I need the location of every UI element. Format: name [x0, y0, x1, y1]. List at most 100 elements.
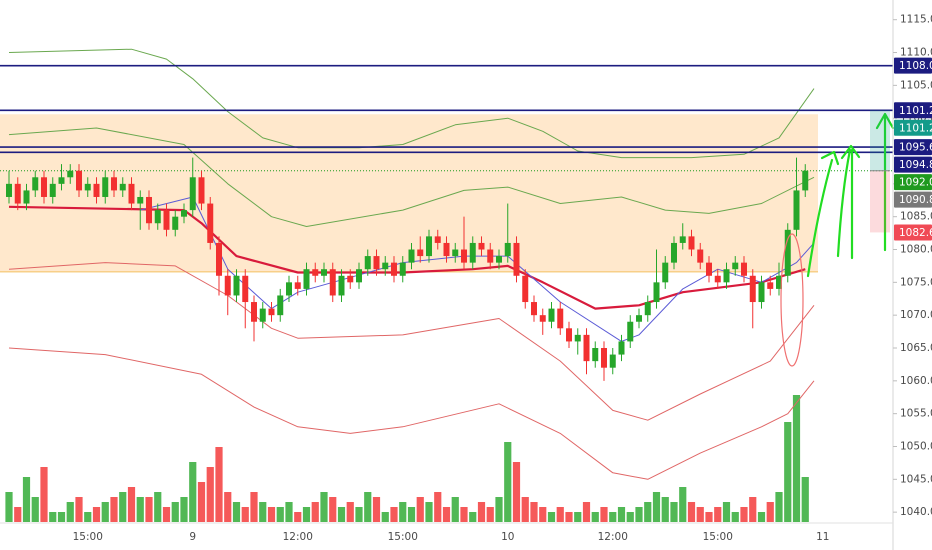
volume-bar: [687, 502, 696, 522]
y-tick-label: 1045.0: [900, 473, 932, 485]
price-tag: [894, 174, 932, 191]
candle-body: [767, 282, 774, 289]
volume-bar: [92, 507, 101, 522]
volume-bar: [5, 492, 13, 522]
price-tag: [894, 191, 932, 208]
volume-bar: [136, 497, 144, 522]
candle-body: [566, 328, 572, 342]
candle-body: [32, 177, 39, 191]
y-tick-label: 1055.0: [900, 408, 932, 420]
x-tick-label: 15:00: [703, 531, 733, 543]
candle-body: [286, 282, 292, 296]
candle-body: [321, 269, 327, 276]
level-layer: [0, 64, 893, 172]
candle-body: [679, 236, 686, 243]
candle-body: [706, 262, 712, 276]
candle-body: [154, 210, 161, 224]
x-tick-label: 11: [816, 531, 829, 543]
candle-body: [329, 269, 336, 296]
volume-bar: [259, 502, 267, 522]
candle-body: [76, 170, 82, 191]
candle-body: [653, 282, 660, 303]
candle-body: [356, 269, 362, 283]
volume-bar: [784, 422, 792, 522]
price-tag: [894, 102, 932, 119]
volume-bar: [801, 477, 809, 522]
candle-body: [347, 275, 354, 283]
candle-body: [137, 196, 144, 204]
candle-body: [522, 275, 529, 303]
price-tag-label: 1082.6: [899, 227, 932, 239]
volume-bar: [119, 492, 127, 522]
volume-bar: [617, 507, 626, 522]
candle-body: [163, 210, 170, 230]
candle-body: [636, 315, 642, 322]
zone-layer: [0, 114, 818, 273]
volume-bar: [434, 492, 442, 522]
indicator-line: [8, 48, 815, 159]
position-tool: [870, 110, 890, 233]
volume-bar: [792, 395, 801, 522]
candle-body: [574, 334, 581, 342]
price-tag-label: 1095.6: [899, 142, 932, 154]
volume-bar: [451, 497, 459, 522]
volume-bar: [722, 502, 731, 522]
x-tick-label: 9: [189, 531, 196, 543]
volume-bar: [530, 502, 538, 522]
volume-bar: [189, 462, 197, 522]
volume-bar: [390, 507, 398, 522]
volume-bar: [84, 512, 92, 522]
candle-body: [662, 262, 669, 283]
volume-bar: [145, 497, 153, 522]
y-tick-label: 1115.0: [900, 14, 932, 26]
candle-body: [102, 177, 109, 197]
volume-bar: [154, 492, 162, 522]
volume-bar: [504, 442, 512, 522]
volume-bar: [600, 507, 608, 522]
candle-body: [67, 170, 74, 178]
candle-body: [224, 275, 231, 296]
volume-bar: [407, 507, 416, 522]
volume-bar: [740, 507, 748, 522]
volume-bar: [267, 507, 276, 522]
volume-bar: [591, 512, 599, 522]
candle-body: [723, 269, 730, 283]
volume-bar: [477, 502, 486, 522]
arrow-head: [875, 112, 895, 130]
candle-body: [776, 275, 782, 289]
price-tag-label: 1101.2: [899, 122, 932, 134]
volume-bar: [766, 502, 774, 522]
x-tick-label: 15:00: [73, 531, 103, 543]
y-tick-label: 1065.0: [900, 342, 932, 354]
volume-bar: [110, 497, 118, 522]
volume-bar: [635, 507, 643, 522]
candle-body: [802, 170, 809, 191]
y-tick-label: 1085.0: [900, 211, 932, 223]
drawings: [780, 112, 895, 367]
arrow: [836, 148, 852, 258]
volume-bar: [582, 502, 591, 522]
candle-body: [548, 308, 555, 322]
volume-bar: [609, 512, 617, 522]
candle-body: [758, 282, 765, 303]
candle-body: [496, 256, 502, 263]
candle-body: [732, 262, 739, 270]
candle-body: [251, 302, 257, 322]
volume-bar: [355, 507, 363, 522]
volume-bar: [197, 482, 206, 522]
price-tags: 1108.0 1101.2 1101.2 1095.6 1094.8 1092.0 1090…: [894, 57, 932, 241]
volume-bar: [75, 497, 83, 522]
candle-body: [671, 242, 677, 263]
candle-body: [749, 275, 756, 303]
volume-bar: [206, 467, 214, 522]
candle-body: [478, 242, 485, 250]
x-tick-label: 10: [501, 531, 514, 543]
y-tick-label: 1050.0: [900, 440, 932, 452]
volume-bar: [180, 497, 188, 522]
volume-bar: [66, 502, 74, 522]
candle-body: [601, 348, 607, 368]
candle-body: [531, 302, 537, 316]
candle-body: [408, 249, 415, 263]
candle-body: [714, 275, 721, 283]
volume-bar: [127, 487, 136, 522]
